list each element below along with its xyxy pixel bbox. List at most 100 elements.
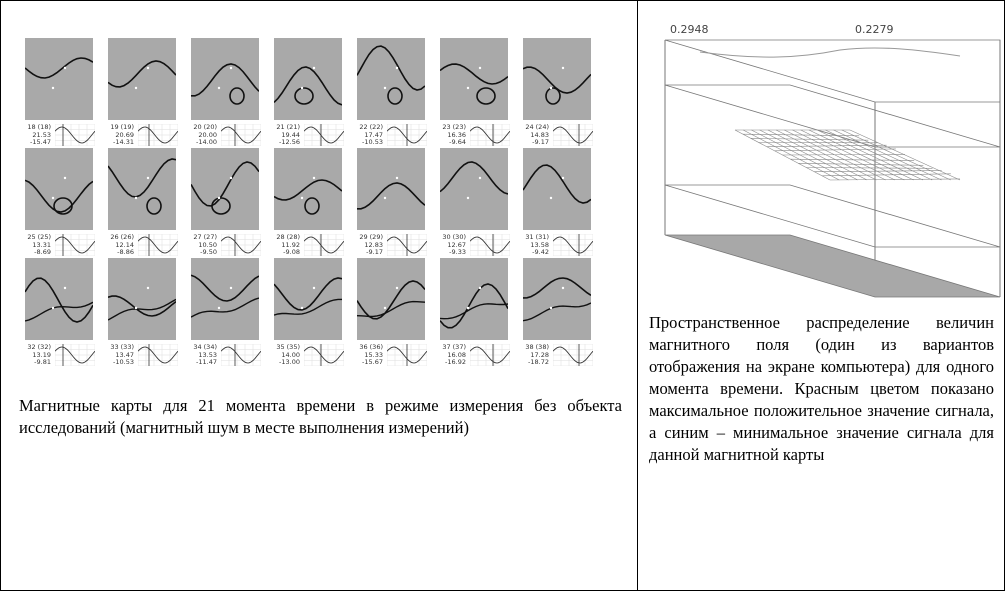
marker	[134, 86, 138, 90]
map-label-line: 12.14	[115, 240, 134, 249]
field-3d-plot: 0.2948 0.2279	[664, 23, 1001, 298]
contour-line	[108, 298, 176, 321]
right-caption: Пространственное распределение величин м…	[649, 313, 994, 464]
map-label: 29 (29) 12.83 -9.17	[351, 233, 383, 257]
magnetic-map	[191, 38, 259, 120]
surface-mesh	[808, 129, 914, 181]
marker	[51, 196, 55, 200]
contour-loop	[387, 87, 403, 105]
marker	[217, 196, 221, 200]
contour-line	[25, 301, 93, 322]
surface-mesh	[790, 158, 915, 161]
waveform	[138, 234, 178, 256]
marker	[383, 306, 387, 310]
map-label-line: 17.47	[364, 130, 383, 139]
surface-mesh	[829, 178, 961, 181]
map-label-line: 11.92	[281, 240, 300, 249]
surface-mesh	[825, 129, 933, 181]
waveform	[138, 344, 178, 366]
magnetic-map	[191, 258, 259, 340]
contour-line	[440, 161, 508, 195]
waveform	[304, 234, 344, 256]
surface-mesh	[817, 129, 923, 181]
waveform	[138, 124, 178, 146]
waveform-curve	[55, 346, 95, 364]
map-label-line: -9.42	[532, 248, 549, 256]
map-label: 32 (32) 13.19 -9.81	[19, 343, 51, 367]
map-background	[357, 258, 425, 340]
marker	[549, 196, 553, 200]
map-label-line: 26 (26)	[110, 233, 134, 241]
magnetic-map	[440, 38, 508, 120]
magnetic-map	[357, 148, 425, 230]
map-label-line: 28 (28)	[276, 233, 300, 241]
contour-line	[274, 66, 342, 106]
magnetic-map	[25, 148, 93, 230]
waveform-curve	[221, 346, 261, 364]
map-label-line: 19 (19)	[110, 123, 134, 131]
contour-loop	[304, 197, 320, 215]
surface-mesh	[798, 163, 924, 166]
map-background	[108, 38, 176, 120]
waveform-curve	[138, 346, 178, 364]
map-label-line: 27 (27)	[193, 233, 217, 241]
magnetic-map	[357, 258, 425, 340]
map-label-line: 13.53	[198, 350, 217, 359]
map-label-line: 29 (29)	[359, 233, 383, 241]
marker	[63, 286, 67, 290]
map-label: 23 (23) 16.36 -9.64	[434, 123, 466, 147]
marker	[395, 176, 399, 180]
map-label: 34 (34) 13.53 -11.47	[185, 343, 217, 367]
map-label-line: 20.69	[115, 130, 134, 139]
map-label-line: 35 (35)	[276, 343, 300, 351]
map-label-line: 34 (34)	[193, 343, 217, 351]
contour-line	[523, 277, 591, 299]
map-label-line: -15.67	[362, 358, 383, 366]
waveform	[221, 234, 261, 256]
map-label: 19 (19) 20.69 -14.31	[102, 123, 134, 147]
map-label-line: -8.86	[117, 248, 134, 256]
magnetic-map	[108, 148, 176, 230]
contour-loop	[53, 197, 73, 215]
marker	[478, 176, 482, 180]
map-label-line: -10.53	[362, 138, 383, 146]
map-label-line: -13.00	[279, 358, 300, 366]
waveform	[304, 124, 344, 146]
surface-mesh	[822, 173, 951, 177]
map-background	[274, 148, 342, 230]
map-label-line: -14.00	[196, 138, 217, 146]
marker	[146, 176, 150, 180]
waveform	[470, 124, 510, 146]
value-label: 0.2279	[855, 23, 894, 36]
magnetic-map	[440, 148, 508, 230]
magnetic-map	[25, 258, 93, 340]
waveform	[55, 234, 95, 256]
marker	[300, 86, 304, 90]
map-label-line: -9.50	[200, 248, 217, 256]
map-background	[440, 258, 508, 340]
waveform-curve	[221, 126, 261, 144]
waveform-curve	[470, 236, 510, 254]
map-label: 30 (30) 12.67 -9.33	[434, 233, 466, 257]
surface-mesh	[841, 129, 951, 181]
map-label: 24 (24) 14.83 -9.17	[517, 123, 549, 147]
map-label: 28 (28) 11.92 -9.08	[268, 233, 300, 257]
contour-line	[191, 297, 259, 318]
map-label: 38 (38) 17.28 -18.72	[517, 343, 549, 367]
waveform-curve	[553, 126, 593, 144]
map-label: 36 (36) 15.33 -15.67	[351, 343, 383, 367]
marker	[300, 306, 304, 310]
map-background	[523, 148, 591, 230]
map-background	[191, 258, 259, 340]
surface-mesh	[774, 148, 896, 152]
map-label: 31 (31) 13.58 -9.42	[517, 233, 549, 257]
contour-line	[25, 277, 93, 323]
waveform-curve	[553, 236, 593, 254]
contour-line	[357, 45, 425, 91]
map-label-line: 23 (23)	[442, 123, 466, 131]
waveform-curve	[55, 126, 95, 144]
map-background	[25, 38, 93, 120]
map-label-line: 13.19	[32, 350, 51, 359]
marker	[383, 196, 387, 200]
